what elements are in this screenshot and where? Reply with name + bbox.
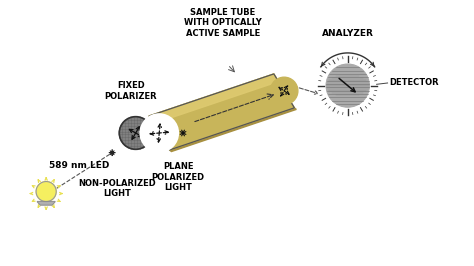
Ellipse shape: [326, 64, 369, 107]
Text: NON-POLARIZED
LIGHT: NON-POLARIZED LIGHT: [78, 179, 156, 198]
Ellipse shape: [36, 181, 56, 202]
Text: 589 nm LED: 589 nm LED: [49, 161, 109, 170]
Text: ANALYZER: ANALYZER: [322, 29, 374, 38]
Polygon shape: [170, 108, 296, 152]
Text: PLANE
POLARIZED
LIGHT: PLANE POLARIZED LIGHT: [152, 163, 205, 192]
Polygon shape: [149, 74, 294, 150]
Text: DETECTOR: DETECTOR: [389, 78, 438, 88]
Ellipse shape: [140, 114, 178, 152]
Ellipse shape: [119, 117, 152, 149]
Ellipse shape: [270, 77, 298, 105]
Text: FIXED
POLARIZER: FIXED POLARIZER: [105, 81, 157, 101]
Ellipse shape: [317, 55, 378, 116]
Polygon shape: [37, 202, 55, 205]
Polygon shape: [149, 74, 278, 124]
Text: SAMPLE TUBE
WITH OPTICALLY
ACTIVE SAMPLE: SAMPLE TUBE WITH OPTICALLY ACTIVE SAMPLE: [184, 8, 262, 38]
